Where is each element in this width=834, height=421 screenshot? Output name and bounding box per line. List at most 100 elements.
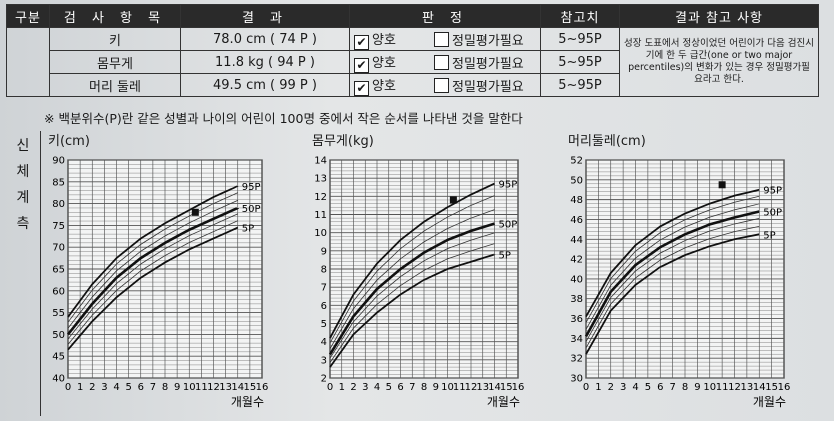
percentile-label: 95P xyxy=(242,182,261,193)
judgment-normal: ✔ 양호 xyxy=(349,50,430,74)
y-tick-label: 30 xyxy=(570,374,583,385)
y-tick-label: 2 xyxy=(321,374,327,385)
percentile-label: 5P xyxy=(499,250,511,261)
x-tick-label: 14 xyxy=(231,382,244,393)
y-tick-label: 46 xyxy=(570,215,583,226)
minor-percentile-curve xyxy=(329,195,495,344)
chart-title: 키(cm) xyxy=(48,134,90,149)
measurement-point xyxy=(449,196,457,204)
measurement-point xyxy=(718,181,726,189)
header-reference: 참고치 xyxy=(540,4,620,28)
x-tick-label: 8 xyxy=(682,382,688,393)
x-tick-label: 15 xyxy=(765,382,778,393)
minor-percentile-curve xyxy=(67,199,238,329)
row-reference: 5~95P xyxy=(540,27,620,51)
y-tick-label: 50 xyxy=(52,330,65,341)
minor-percentile-curve xyxy=(67,220,238,345)
x-tick-label: 5 xyxy=(125,382,131,393)
y-tick-label: 3 xyxy=(321,355,327,366)
weight-chart: 0 1 2 3 4 5 6 7 8 9 10 11 12 13 14 15 162345678910111213… xyxy=(314,156,525,410)
header-section: 구분 xyxy=(6,4,50,28)
x-tick-label: 12 xyxy=(465,382,478,393)
y-tick-label: 80 xyxy=(52,199,65,210)
judgment-refer: 정밀평가필요 xyxy=(430,73,541,97)
y-tick-label: 50 xyxy=(570,175,583,186)
x-tick-label: 10 xyxy=(441,382,454,393)
measurement-point xyxy=(191,208,199,216)
x-tick-label: 15 xyxy=(244,382,257,393)
checked-checkbox[interactable]: ✔ xyxy=(354,57,369,73)
y-tick-label: 45 xyxy=(52,352,65,363)
y-tick-label: 4 xyxy=(321,337,327,348)
y-tick-label: 70 xyxy=(52,243,65,254)
x-tick-label: 1 xyxy=(339,382,345,393)
side-char: 신 xyxy=(16,138,30,154)
unchecked-checkbox[interactable] xyxy=(434,31,449,47)
y-tick-label: 8 xyxy=(321,265,327,276)
percentile-curve xyxy=(67,226,239,351)
x-tick-label: 9 xyxy=(433,382,439,393)
x-tick-label: 4 xyxy=(374,382,380,393)
x-tick-label: 4 xyxy=(113,382,119,393)
checked-checkbox[interactable]: ✔ xyxy=(354,80,369,96)
x-tick-label: 6 xyxy=(657,382,663,393)
percentile-label: 95P xyxy=(499,180,518,191)
checked-checkbox[interactable]: ✔ xyxy=(354,34,369,50)
row-value: 49.5 cm ( 99 P ) xyxy=(180,73,350,97)
result-table: 구분 검 사 항 목 결 과 판 정 참고치 결과 참고 사항 키 78.0 c… xyxy=(6,4,819,97)
y-tick-label: 48 xyxy=(570,195,583,206)
x-tick-label: 16 xyxy=(778,382,791,393)
y-tick-label: 40 xyxy=(52,374,65,385)
y-tick-label: 60 xyxy=(52,286,65,297)
y-tick-label: 9 xyxy=(321,246,327,257)
unchecked-checkbox[interactable] xyxy=(434,54,449,70)
judgment-refer: 정밀평가필요 xyxy=(430,27,541,51)
x-tick-label: 7 xyxy=(150,382,156,393)
x-tick-label: 4 xyxy=(632,382,638,393)
y-tick-label: 14 xyxy=(314,156,327,167)
refer-label: 정밀평가필요 xyxy=(452,33,524,49)
percentile-curve xyxy=(328,222,496,356)
y-tick-label: 52 xyxy=(570,156,583,167)
remarks-text: 성장 도표에서 정상이었던 어린이가 다음 검진시기에 한 두 급간(one o… xyxy=(619,27,819,97)
row-value: 11.8 kg ( 94 P ) xyxy=(180,50,350,74)
side-label: 신 체 계 측 xyxy=(6,131,41,416)
x-tick-label: 10 xyxy=(703,382,716,393)
y-tick-label: 6 xyxy=(321,301,327,312)
percentile-curve xyxy=(585,233,760,355)
percentile-label: 50P xyxy=(763,208,782,219)
y-tick-label: 85 xyxy=(52,177,65,188)
x-tick-label: 1 xyxy=(77,382,83,393)
y-tick-label: 55 xyxy=(52,308,65,319)
x-tick-label: 2 xyxy=(89,382,95,393)
x-tick-label: 1 xyxy=(595,382,601,393)
unchecked-checkbox[interactable] xyxy=(434,77,449,93)
percentile-label: 95P xyxy=(763,186,782,197)
normal-label: 양호 xyxy=(372,55,396,71)
minor-percentile-curve xyxy=(585,225,760,349)
percentile-curve xyxy=(584,210,760,338)
percentile-curve xyxy=(585,188,760,318)
x-tick-label: 3 xyxy=(101,382,107,393)
minor-percentile-curve xyxy=(585,195,760,323)
x-tick-label: 7 xyxy=(669,382,675,393)
x-axis-label: 개월수 xyxy=(753,395,786,409)
minor-percentile-curve xyxy=(67,213,238,340)
percentile-curve xyxy=(329,253,495,368)
x-tick-label: 13 xyxy=(219,382,232,393)
x-tick-label: 9 xyxy=(694,382,700,393)
refer-label: 정밀평가필요 xyxy=(452,79,524,95)
minor-percentile-curve xyxy=(329,243,495,363)
normal-label: 양호 xyxy=(372,78,396,94)
percentile-label: 50P xyxy=(242,204,261,215)
row-item: 머리 둘레 xyxy=(49,73,181,97)
judgment-normal: ✔ 양호 xyxy=(349,73,430,97)
x-tick-label: 16 xyxy=(512,382,525,393)
judgment-refer: 정밀평가필요 xyxy=(430,50,541,74)
x-tick-label: 3 xyxy=(620,382,626,393)
x-tick-label: 11 xyxy=(453,382,466,393)
chart-title: 몸무게(kg) xyxy=(312,134,374,149)
minor-percentile-curve xyxy=(585,203,760,330)
header-remarks: 결과 참고 사항 xyxy=(619,4,819,28)
y-tick-label: 32 xyxy=(570,354,583,365)
